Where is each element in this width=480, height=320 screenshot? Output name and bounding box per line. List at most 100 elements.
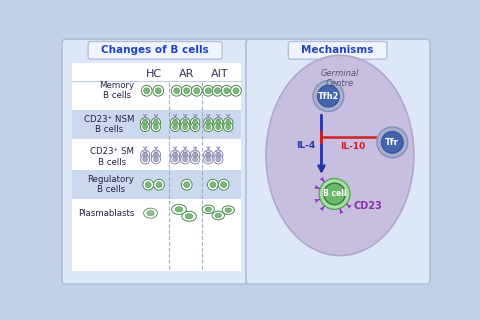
Ellipse shape xyxy=(175,207,183,212)
FancyBboxPatch shape xyxy=(88,42,222,59)
Text: Changes of B cells: Changes of B cells xyxy=(101,45,209,55)
Circle shape xyxy=(194,88,200,94)
Circle shape xyxy=(181,85,192,96)
Bar xyxy=(72,170,240,199)
Circle shape xyxy=(151,122,160,132)
Ellipse shape xyxy=(215,213,221,218)
Text: AR: AR xyxy=(179,69,194,79)
Ellipse shape xyxy=(172,204,186,214)
Circle shape xyxy=(141,118,150,127)
Ellipse shape xyxy=(212,211,225,220)
Circle shape xyxy=(174,88,180,94)
Circle shape xyxy=(221,182,227,188)
Circle shape xyxy=(141,150,150,159)
Text: B cell: B cell xyxy=(323,189,346,198)
Circle shape xyxy=(214,122,223,132)
Circle shape xyxy=(214,150,223,159)
Circle shape xyxy=(182,157,188,162)
Text: Plasmablasts: Plasmablasts xyxy=(78,209,134,218)
Circle shape xyxy=(206,152,211,157)
Circle shape xyxy=(318,85,339,107)
Circle shape xyxy=(182,124,188,130)
Circle shape xyxy=(151,150,160,159)
Circle shape xyxy=(143,179,154,190)
Circle shape xyxy=(154,120,158,125)
Text: CD23⁺ NSM
B cells: CD23⁺ NSM B cells xyxy=(84,115,134,134)
Circle shape xyxy=(226,120,231,125)
Circle shape xyxy=(141,122,150,132)
Circle shape xyxy=(173,120,178,125)
Circle shape xyxy=(143,152,148,157)
Circle shape xyxy=(192,124,198,130)
Circle shape xyxy=(192,152,198,157)
Circle shape xyxy=(226,124,231,130)
Text: Mechanisms: Mechanisms xyxy=(301,45,374,55)
Circle shape xyxy=(206,120,211,125)
Circle shape xyxy=(170,155,180,164)
Circle shape xyxy=(324,183,345,205)
FancyBboxPatch shape xyxy=(246,39,430,284)
Circle shape xyxy=(230,85,241,96)
Circle shape xyxy=(171,85,182,96)
Circle shape xyxy=(204,122,213,132)
Circle shape xyxy=(221,85,232,96)
Ellipse shape xyxy=(202,205,215,213)
Circle shape xyxy=(154,157,158,162)
Circle shape xyxy=(204,118,213,127)
Circle shape xyxy=(204,150,213,159)
Circle shape xyxy=(141,155,150,164)
Circle shape xyxy=(214,118,223,127)
Ellipse shape xyxy=(266,55,414,256)
Circle shape xyxy=(203,85,214,96)
Circle shape xyxy=(191,155,200,164)
Circle shape xyxy=(313,81,344,112)
Circle shape xyxy=(214,155,223,164)
Circle shape xyxy=(192,157,198,162)
Circle shape xyxy=(207,179,218,190)
Circle shape xyxy=(210,182,216,188)
Text: HC: HC xyxy=(145,69,162,79)
Circle shape xyxy=(216,157,221,162)
Circle shape xyxy=(154,179,164,190)
Circle shape xyxy=(216,124,221,130)
Circle shape xyxy=(180,155,190,164)
Circle shape xyxy=(224,88,230,94)
Circle shape xyxy=(377,127,408,158)
Circle shape xyxy=(145,182,151,188)
Circle shape xyxy=(184,88,190,94)
Ellipse shape xyxy=(225,208,231,212)
Circle shape xyxy=(170,118,180,127)
Circle shape xyxy=(191,118,200,127)
Ellipse shape xyxy=(205,207,212,212)
Ellipse shape xyxy=(147,211,154,216)
Circle shape xyxy=(206,124,211,130)
Circle shape xyxy=(191,150,200,159)
Circle shape xyxy=(184,182,190,188)
Circle shape xyxy=(224,122,233,132)
Circle shape xyxy=(156,182,162,188)
Text: Regulatory
B cells: Regulatory B cells xyxy=(87,175,134,194)
Circle shape xyxy=(143,157,148,162)
Circle shape xyxy=(170,150,180,159)
Text: Tfh2: Tfh2 xyxy=(318,92,339,101)
Circle shape xyxy=(153,85,164,96)
Circle shape xyxy=(382,132,403,153)
Bar xyxy=(72,110,240,139)
Circle shape xyxy=(180,118,190,127)
Text: Tfr: Tfr xyxy=(385,138,399,147)
Circle shape xyxy=(151,118,160,127)
Circle shape xyxy=(181,179,192,190)
Circle shape xyxy=(216,152,221,157)
Circle shape xyxy=(170,122,180,132)
Circle shape xyxy=(319,179,350,209)
Circle shape xyxy=(224,118,233,127)
Circle shape xyxy=(143,124,148,130)
Ellipse shape xyxy=(182,211,196,221)
Circle shape xyxy=(206,157,211,162)
Text: IL-4: IL-4 xyxy=(296,140,315,149)
Circle shape xyxy=(204,155,213,164)
Circle shape xyxy=(218,179,229,190)
Circle shape xyxy=(191,122,200,132)
Circle shape xyxy=(144,88,150,94)
Circle shape xyxy=(180,122,190,132)
